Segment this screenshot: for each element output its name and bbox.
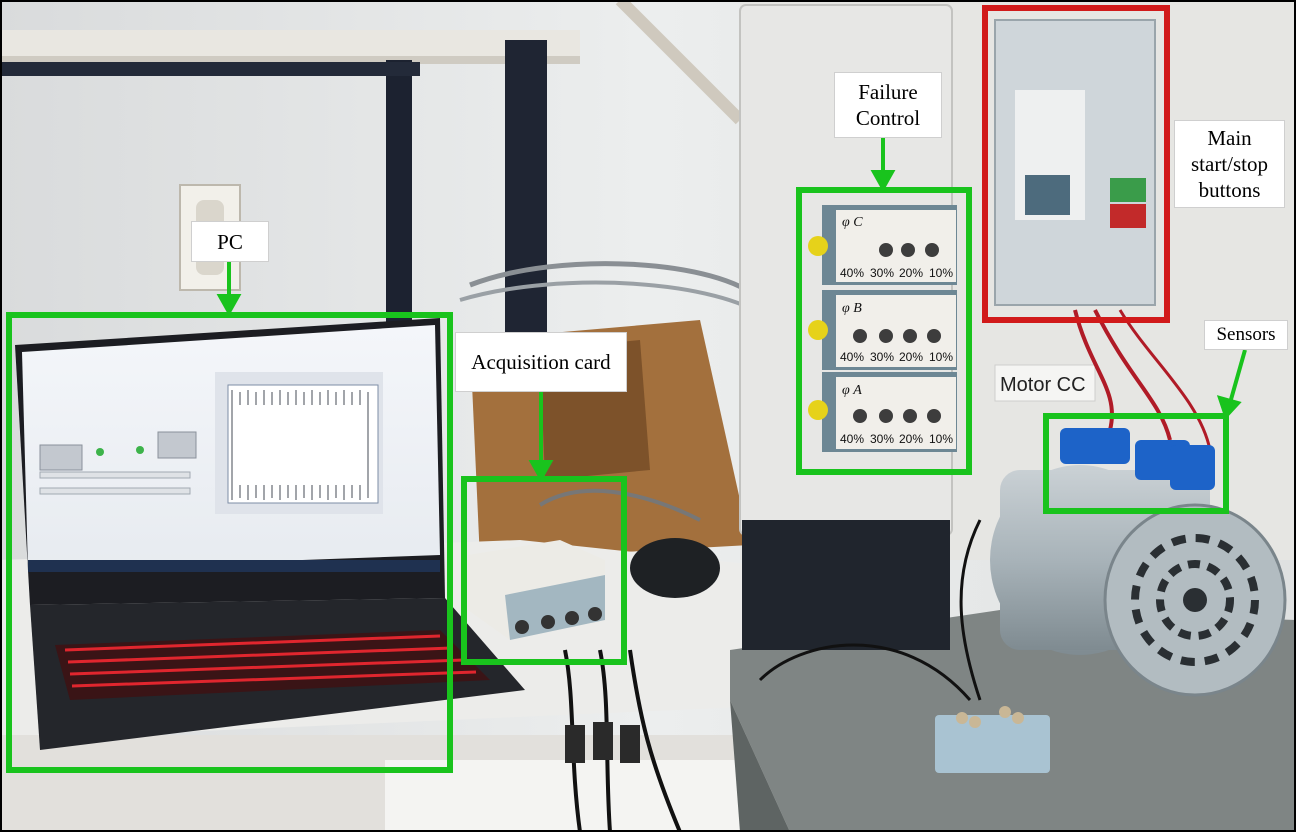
dc-motor (990, 465, 1287, 697)
level-label: 30% (870, 432, 894, 446)
failure-switch-modules (808, 205, 957, 452)
sensors-label: Sensors (1204, 320, 1288, 350)
pc-label: PC (191, 221, 269, 262)
level-label: 30% (870, 266, 894, 280)
level-label: 10% (929, 350, 953, 364)
daq-device (468, 488, 701, 640)
start-button (1110, 178, 1146, 202)
level-label: 40% (840, 350, 864, 364)
main-buttons-highlight-box (982, 5, 1170, 323)
shelf-top (0, 30, 580, 60)
motor-tag (994, 364, 1096, 402)
sensors-highlight-box (1043, 413, 1229, 514)
main-start-stop-label: Main start/stop buttons (1174, 120, 1285, 208)
current-sensors (1060, 428, 1215, 490)
level-label: 40% (840, 266, 864, 280)
level-label: 10% (929, 266, 953, 280)
phase-b-label: φ B (842, 301, 862, 316)
mouse (630, 538, 720, 598)
sensors-arrow (1228, 349, 1247, 404)
laptop (15, 318, 525, 750)
level-label: 20% (899, 432, 923, 446)
terminal-block (935, 715, 1050, 773)
phase-c-label: φ C (842, 215, 863, 230)
phase-a-label: φ A (842, 383, 862, 398)
level-label: 20% (899, 266, 923, 280)
stop-button (1110, 204, 1146, 228)
acquisition-highlight-box (461, 476, 627, 665)
failure-control-label: Failure Control (834, 72, 942, 138)
acquisition-card-label: Acquisition card (455, 332, 627, 392)
level-label: 20% (899, 350, 923, 364)
level-label: 40% (840, 432, 864, 446)
motor-tag-text: Motor CC (1000, 374, 1086, 396)
level-label: 30% (870, 350, 894, 364)
level-label: 10% (929, 432, 953, 446)
